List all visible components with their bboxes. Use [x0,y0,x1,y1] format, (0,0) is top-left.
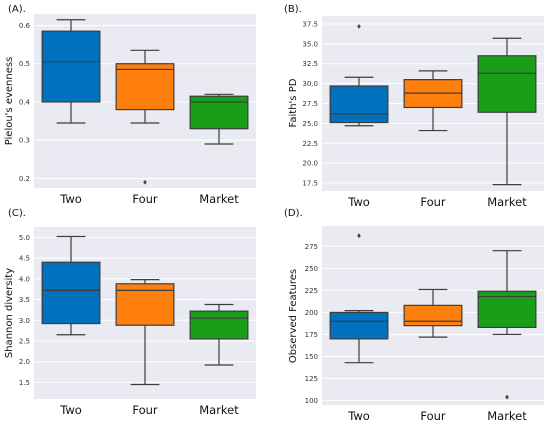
y-tick-label: 2.0 [19,358,30,366]
y-tick-label: 175 [305,331,318,339]
y-tick-label: 30.0 [302,80,318,88]
box-four [403,288,463,338]
y-tick-label: 0.3 [19,137,30,145]
y-axis-label: Pielou's evenness [4,57,15,146]
iqr-box [115,63,175,111]
box-four [403,70,463,132]
y-tick-label: 5.0 [19,234,30,242]
box-four [115,49,175,185]
y-tick-label: 1.5 [19,379,30,387]
panel-1: 0.2 0.3 0.4 0.5 0.6 Two Four Market Pielou's eve… [4,4,256,206]
y-axis-label: Faith's PD [288,78,299,127]
panel-label: (C). [8,208,26,219]
panel-3: 1.5 2.0 2.5 3.0 3.5 4.0 4.5 5.0 Two Four Market Sha… [4,208,256,417]
box-market [477,250,537,400]
y-tick-label: 250 [305,265,318,273]
y-tick-label: 150 [305,353,318,361]
x-tick-label: Market [199,403,239,417]
x-tick-label: Two [59,192,82,206]
panel-label: (A). [8,4,26,15]
y-tick-label: 0.5 [19,60,30,68]
x-tick-label: Market [199,192,239,206]
box-two [41,235,101,336]
x-tick-label: Two [59,403,82,417]
y-tick-label: 125 [305,375,318,383]
x-tick-label: Four [132,192,158,206]
iqr-box [403,304,463,327]
y-tick-label: 25.0 [302,120,318,128]
iqr-box [41,261,101,325]
iqr-box [329,85,389,124]
y-tick-label: 37.5 [302,20,318,28]
y-tick-label: 100 [305,397,318,405]
y-axis-label: Shannon diversity [4,268,15,358]
panel-label: (B). [284,4,302,15]
box-four [115,279,175,386]
box-market [189,303,249,366]
x-tick-label: Market [487,409,527,422]
box-market [189,93,249,145]
x-tick-label: Two [347,409,370,422]
y-axis-label: Observed Features [288,269,299,363]
x-tick-label: Four [420,195,446,209]
y-tick-label: 3.5 [19,296,30,304]
x-tick-label: Market [487,195,527,209]
x-tick-label: Two [347,195,370,209]
y-tick-label: 3.0 [19,317,30,325]
y-tick-label: 0.2 [19,175,30,183]
box-market [477,37,537,186]
iqr-box [477,290,537,329]
x-tick-label: Four [420,409,446,422]
x-tick-label: Four [132,403,158,417]
y-tick-label: 22.5 [302,140,318,148]
box-two [329,23,389,127]
y-tick-label: 27.5 [302,100,318,108]
y-tick-label: 32.5 [302,60,318,68]
y-tick-label: 225 [305,287,318,295]
y-tick-label: 200 [305,309,318,317]
box-two [329,233,389,364]
y-tick-label: 2.5 [19,337,30,345]
iqr-box [329,311,389,340]
y-tick-label: 0.6 [19,22,31,30]
iqr-box [477,55,537,113]
iqr-box [189,310,249,340]
y-tick-label: 20.0 [302,160,318,168]
y-tick-label: 0.4 [19,98,31,106]
panel-2: 17.5 20.0 22.5 25.0 27.5 30.0 32.5 35.0 37.5 Two F… [284,4,544,209]
y-tick-label: 35.0 [302,40,318,48]
outlier-point [505,394,509,400]
iqr-box [41,30,101,103]
iqr-box [189,95,249,130]
y-tick-label: 4.0 [19,275,30,283]
y-tick-label: 17.5 [302,180,318,188]
outlier-point [357,233,361,239]
outlier-point [357,23,361,29]
box-two [41,19,101,124]
outlier-point [143,179,147,185]
panel-label: (D). [284,208,303,219]
panel-4: 100 125 150 175 200 225 250 275 Two Four Market Obs… [284,208,544,422]
y-tick-label: 275 [305,243,318,251]
y-tick-label: 4.5 [19,255,30,263]
